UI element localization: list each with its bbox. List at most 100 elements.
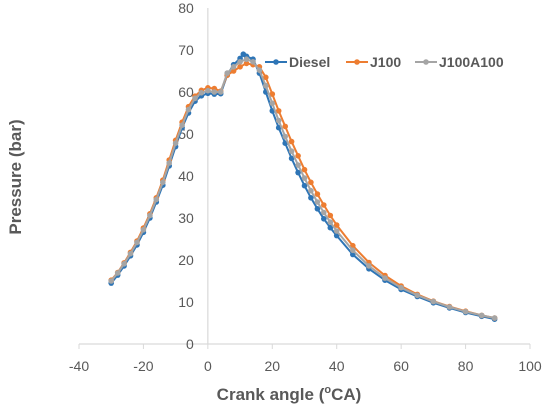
data-point-j100a100 — [491, 315, 498, 321]
y-tick-label: 30 — [178, 210, 194, 226]
x-axis-title: Crank angle (oCA) — [217, 384, 362, 404]
axes — [78, 8, 531, 349]
legend-item-j100: J100 — [346, 54, 401, 70]
data-point-j100a100 — [398, 284, 404, 291]
data-point-j100a100 — [211, 89, 218, 95]
x-tick-label: -20 — [133, 358, 153, 374]
x-tick-label: 0 — [204, 358, 212, 374]
data-point-j100a100 — [269, 100, 276, 107]
y-tick-label: 70 — [178, 42, 194, 58]
y-axis-title: Pressure (bar) — [6, 119, 25, 234]
data-point-j100 — [275, 108, 282, 114]
data-point-j100a100 — [172, 140, 179, 146]
y-tick-label: 80 — [178, 0, 194, 16]
legend-label-j100: J100 — [370, 54, 401, 70]
data-point-j100a100 — [192, 95, 198, 102]
data-point-j100a100 — [350, 247, 356, 254]
data-point-j100a100 — [160, 179, 166, 186]
y-tick-label: 0 — [186, 336, 194, 352]
data-point-j100a100 — [430, 298, 437, 305]
series-line-j100a100 — [110, 58, 495, 319]
x-tick-labels: -40 -20 0 20 40 60 80 100 — [69, 358, 542, 374]
data-point-j100a100 — [462, 308, 469, 315]
data-point-j100a100 — [179, 122, 185, 128]
data-point-j100 — [230, 68, 237, 74]
data-point-diesel — [327, 224, 334, 231]
data-point-j100a100 — [382, 275, 388, 281]
series-j100a100 — [108, 56, 498, 321]
data-point-j100a100 — [314, 199, 321, 205]
data-point-j100a100 — [134, 239, 140, 246]
data-point-j100a100 — [282, 133, 289, 140]
legend-item-j100a100: J100A100 — [415, 54, 504, 70]
legend-item-diesel: Diesel — [265, 54, 330, 70]
x-tick-label: 80 — [458, 358, 474, 374]
data-point-j100a100 — [446, 304, 453, 310]
data-point-j100 — [327, 212, 334, 219]
x-tick-label: 100 — [518, 358, 542, 374]
data-point-j100a100 — [301, 175, 308, 181]
data-point-j100a100 — [288, 148, 295, 154]
data-point-j100a100 — [275, 117, 282, 124]
y-tick-label: 10 — [178, 294, 194, 310]
data-point-j100a100 — [205, 87, 211, 94]
data-point-j100a100 — [166, 160, 172, 166]
data-point-j100 — [321, 202, 327, 208]
data-point-diesel — [295, 169, 301, 176]
data-point-diesel — [314, 206, 321, 212]
data-point-j100a100 — [256, 67, 263, 73]
data-point-j100a100 — [153, 196, 160, 203]
data-point-j100 — [333, 222, 340, 228]
data-point-diesel — [321, 216, 327, 222]
data-point-j100a100 — [121, 261, 127, 267]
legend-label-j100a100: J100A100 — [439, 54, 504, 70]
data-point-j100a100 — [308, 187, 314, 194]
data-point-diesel — [308, 195, 314, 201]
legend: Diesel J100 J100A100 — [265, 54, 504, 70]
data-point-j100a100 — [263, 82, 269, 89]
data-point-j100 — [237, 64, 243, 70]
data-point-j100a100 — [366, 263, 372, 269]
data-point-j100a100 — [224, 70, 230, 76]
data-point-j100 — [243, 60, 250, 67]
data-point-diesel — [350, 251, 356, 258]
x-tick-label: -40 — [69, 358, 89, 374]
data-point-j100a100 — [237, 59, 243, 65]
data-point-j100a100 — [108, 278, 114, 284]
data-point-j100a100 — [198, 90, 205, 96]
data-point-j100a100 — [147, 212, 153, 219]
data-point-j100a100 — [333, 228, 340, 234]
data-point-j100a100 — [230, 64, 237, 70]
data-point-j100a100 — [250, 59, 256, 65]
data-point-j100 — [263, 74, 269, 81]
data-point-j100a100 — [114, 270, 121, 276]
data-point-j100a100 — [327, 219, 334, 225]
legend-label-diesel: Diesel — [289, 54, 330, 70]
data-point-diesel — [288, 155, 295, 162]
data-point-j100a100 — [127, 250, 134, 257]
data-point-j100a100 — [295, 162, 301, 168]
data-point-j100a100 — [243, 56, 250, 62]
data-point-j100a100 — [217, 89, 224, 95]
data-point-j100a100 — [414, 292, 421, 299]
series-j100 — [108, 60, 498, 321]
y-tick-label: 40 — [178, 168, 194, 184]
x-tick-label: 60 — [393, 358, 409, 374]
x-tick-label: 20 — [264, 358, 280, 374]
series-line-j100 — [110, 62, 495, 319]
y-tick-label: 20 — [178, 252, 194, 268]
data-point-j100 — [282, 123, 289, 130]
series-layer — [108, 51, 498, 323]
data-point-j100 — [288, 138, 295, 145]
data-point-j100a100 — [321, 209, 327, 216]
data-point-j100a100 — [478, 312, 485, 319]
y-tick-label: 60 — [178, 84, 194, 100]
data-point-j100 — [269, 91, 276, 97]
data-point-j100 — [301, 166, 308, 173]
data-point-diesel — [301, 182, 308, 189]
data-point-j100a100 — [185, 106, 192, 113]
data-point-j100 — [295, 153, 301, 159]
data-point-j100a100 — [140, 227, 147, 233]
data-point-j100 — [308, 179, 314, 186]
